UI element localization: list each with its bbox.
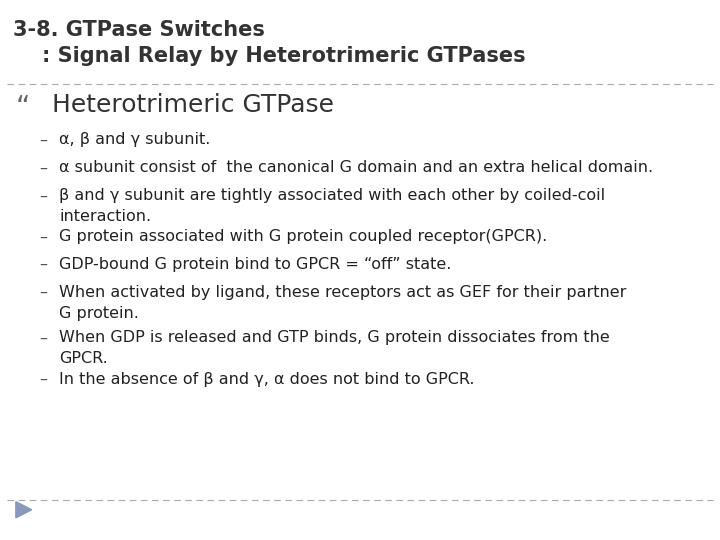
Text: interaction.: interaction. (59, 209, 151, 224)
Text: “: “ (16, 94, 30, 123)
Text: GDP-bound G protein bind to GPCR = “off” state.: GDP-bound G protein bind to GPCR = “off”… (59, 257, 451, 272)
Text: G protein.: G protein. (59, 306, 139, 321)
Text: α, β and γ subunit.: α, β and γ subunit. (59, 132, 210, 147)
Text: –: – (40, 257, 48, 272)
Text: 3-8. GTPase Switches: 3-8. GTPase Switches (13, 20, 265, 40)
Text: –: – (40, 230, 48, 245)
Text: –: – (40, 285, 48, 300)
Text: G protein associated with G protein coupled receptor(GPCR).: G protein associated with G protein coup… (59, 230, 547, 245)
Text: Heterotrimeric GTPase: Heterotrimeric GTPase (52, 93, 334, 117)
Text: : Signal Relay by Heterotrimeric GTPases: : Signal Relay by Heterotrimeric GTPases (13, 46, 526, 66)
Text: α subunit consist of  the canonical G domain and an extra helical domain.: α subunit consist of the canonical G dom… (59, 160, 653, 176)
Text: In the absence of β and γ, α does not bind to GPCR.: In the absence of β and γ, α does not bi… (59, 372, 474, 387)
Text: When activated by ligand, these receptors act as GEF for their partner: When activated by ligand, these receptor… (59, 285, 626, 300)
Text: When GDP is released and GTP binds, G protein dissociates from the: When GDP is released and GTP binds, G pr… (59, 330, 610, 346)
Text: –: – (40, 188, 48, 204)
Text: –: – (40, 330, 48, 346)
Text: –: – (40, 372, 48, 387)
Text: β and γ subunit are tightly associated with each other by coiled-coil: β and γ subunit are tightly associated w… (59, 188, 606, 204)
Text: –: – (40, 160, 48, 176)
Text: –: – (40, 132, 48, 147)
Text: GPCR.: GPCR. (59, 351, 108, 366)
